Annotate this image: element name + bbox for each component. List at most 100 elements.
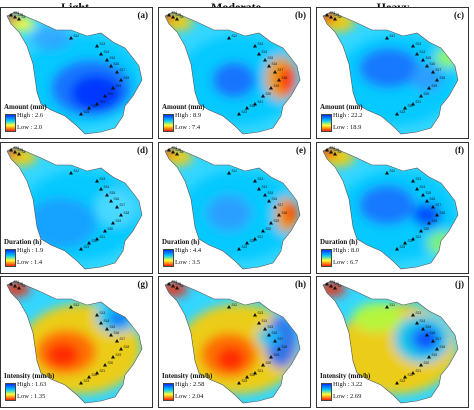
station-marker bbox=[99, 187, 103, 191]
station-marker bbox=[325, 148, 329, 152]
station-marker bbox=[111, 355, 115, 359]
station-marker bbox=[175, 17, 179, 21]
station-label: S20 bbox=[266, 361, 272, 365]
station-label: S17 bbox=[436, 337, 442, 341]
station-marker bbox=[103, 363, 107, 367]
legend-title: Amount (mm) bbox=[4, 103, 47, 111]
station-label: S12 bbox=[74, 303, 80, 307]
legend-title: Intensity (mm/h) bbox=[4, 372, 55, 380]
station-label: S22 bbox=[408, 373, 414, 377]
station-label: S34 bbox=[330, 146, 336, 150]
station-label: S12 bbox=[74, 34, 80, 38]
map-panel-g: S34 S35 S8 S12 S13 S14 S15 S16 S17 S18 S19 S20 S21 S2… bbox=[0, 276, 153, 408]
station-marker bbox=[105, 58, 109, 62]
station-marker bbox=[403, 106, 407, 110]
station-label: S12 bbox=[74, 169, 80, 173]
station-marker bbox=[95, 44, 99, 48]
station-label: S35 bbox=[334, 13, 340, 17]
station-marker bbox=[273, 70, 277, 74]
station-label: S17 bbox=[120, 337, 126, 341]
station-marker bbox=[167, 282, 171, 286]
station-label: S23 bbox=[400, 245, 406, 249]
legend-color-ramp bbox=[163, 383, 174, 401]
station-label: S23 bbox=[84, 379, 90, 383]
legend-color-ramp bbox=[163, 114, 174, 132]
station-label: S18 bbox=[282, 211, 288, 215]
interpolated-surface-map: S34S35S8S12S13S14S15S16S17S18S19S20S21S2… bbox=[164, 11, 301, 135]
station-marker bbox=[245, 375, 249, 379]
legend-high-value: High : 1.9 bbox=[17, 247, 44, 254]
station-marker bbox=[431, 339, 435, 343]
station-marker bbox=[333, 152, 337, 156]
station-label: S8 bbox=[338, 15, 342, 19]
station-label: S19 bbox=[274, 353, 280, 357]
station-label: S20 bbox=[108, 227, 114, 231]
map-panel-a: S34 S35 S8 S12 S13 S14 S15 S16 S17 S18 S19 S20 S21 S2… bbox=[0, 7, 153, 139]
station-marker bbox=[427, 355, 431, 359]
interpolated-surface-map: S34S35S8S12S13S14S15S16S17S18S19S20S21S2… bbox=[322, 280, 459, 404]
station-label: S16 bbox=[272, 197, 278, 201]
station-marker bbox=[227, 36, 231, 40]
basin-boundary bbox=[6, 280, 143, 404]
station-marker bbox=[277, 213, 281, 217]
station-marker bbox=[333, 17, 337, 21]
station-label: S15 bbox=[268, 191, 274, 195]
station-label: S15 bbox=[426, 325, 432, 329]
station-label: S14 bbox=[104, 319, 110, 323]
station-marker bbox=[79, 247, 83, 251]
station-label: S18 bbox=[282, 76, 288, 80]
station-marker bbox=[227, 305, 231, 309]
station-marker bbox=[105, 327, 109, 331]
station-label: S12 bbox=[232, 34, 238, 38]
station-label: S17 bbox=[436, 68, 442, 72]
station-label: S13 bbox=[258, 42, 264, 46]
basin-boundary bbox=[322, 11, 459, 135]
legend-low-value: Low : 2.69 bbox=[333, 393, 362, 400]
legend-low-value: Low : 18.9 bbox=[333, 124, 362, 131]
legend-color-ramp bbox=[5, 249, 16, 267]
station-label: S16 bbox=[430, 62, 436, 66]
station-label: S34 bbox=[172, 280, 178, 284]
station-marker bbox=[385, 305, 389, 309]
station-marker bbox=[261, 229, 265, 233]
station-label: S35 bbox=[176, 148, 182, 152]
legend-color-ramp bbox=[321, 114, 332, 132]
station-marker bbox=[115, 205, 119, 209]
interpolated-surface-map: S34S35S8S12S13S14S15S16S17S18S19S20S21S2… bbox=[322, 146, 459, 270]
station-marker bbox=[411, 44, 415, 48]
station-marker bbox=[421, 58, 425, 62]
station-marker bbox=[425, 199, 429, 203]
station-marker bbox=[69, 305, 73, 309]
station-marker bbox=[95, 179, 99, 183]
map-panel-b: S34 S35 S8 S12 S13 S14 S15 S16 S17 S18 S19 S20 S21 S2… bbox=[158, 7, 311, 139]
interpolated-surface-map: S34S35S8S12S13S14S15S16S17S18S19S20S21S2… bbox=[6, 11, 143, 135]
station-label: S19 bbox=[432, 219, 438, 223]
station-marker bbox=[395, 381, 399, 385]
legend-low-value: Low : 7.4 bbox=[175, 124, 201, 131]
legend-high-value: High : 2.6 bbox=[17, 112, 44, 119]
station-marker bbox=[267, 64, 271, 68]
basin-boundary bbox=[322, 280, 459, 404]
station-marker bbox=[257, 321, 261, 325]
station-marker bbox=[95, 102, 99, 106]
station-marker bbox=[385, 36, 389, 40]
legend-high-value: High : 2.58 bbox=[175, 381, 205, 388]
station-label: S13 bbox=[100, 311, 106, 315]
station-label: S18 bbox=[440, 345, 446, 349]
station-label: S14 bbox=[262, 319, 268, 323]
station-marker bbox=[431, 205, 435, 209]
station-marker bbox=[79, 112, 83, 116]
station-label: S20 bbox=[424, 361, 430, 365]
station-marker bbox=[227, 171, 231, 175]
station-marker bbox=[273, 205, 277, 209]
legend-title: Intensity (mm/h) bbox=[320, 372, 371, 380]
station-marker bbox=[253, 313, 257, 317]
station-label: S18 bbox=[282, 345, 288, 349]
legend-title: Amount (mm) bbox=[162, 103, 205, 111]
station-label: S19 bbox=[116, 84, 122, 88]
station-label: S34 bbox=[14, 280, 20, 284]
station-marker bbox=[427, 221, 431, 225]
interpolated-surface-map: S34S35S8S12S13S14S15S16S17S18S19S20S21S2… bbox=[6, 280, 143, 404]
legend-low-value: Low : 6.7 bbox=[333, 259, 359, 266]
station-marker bbox=[411, 371, 415, 375]
